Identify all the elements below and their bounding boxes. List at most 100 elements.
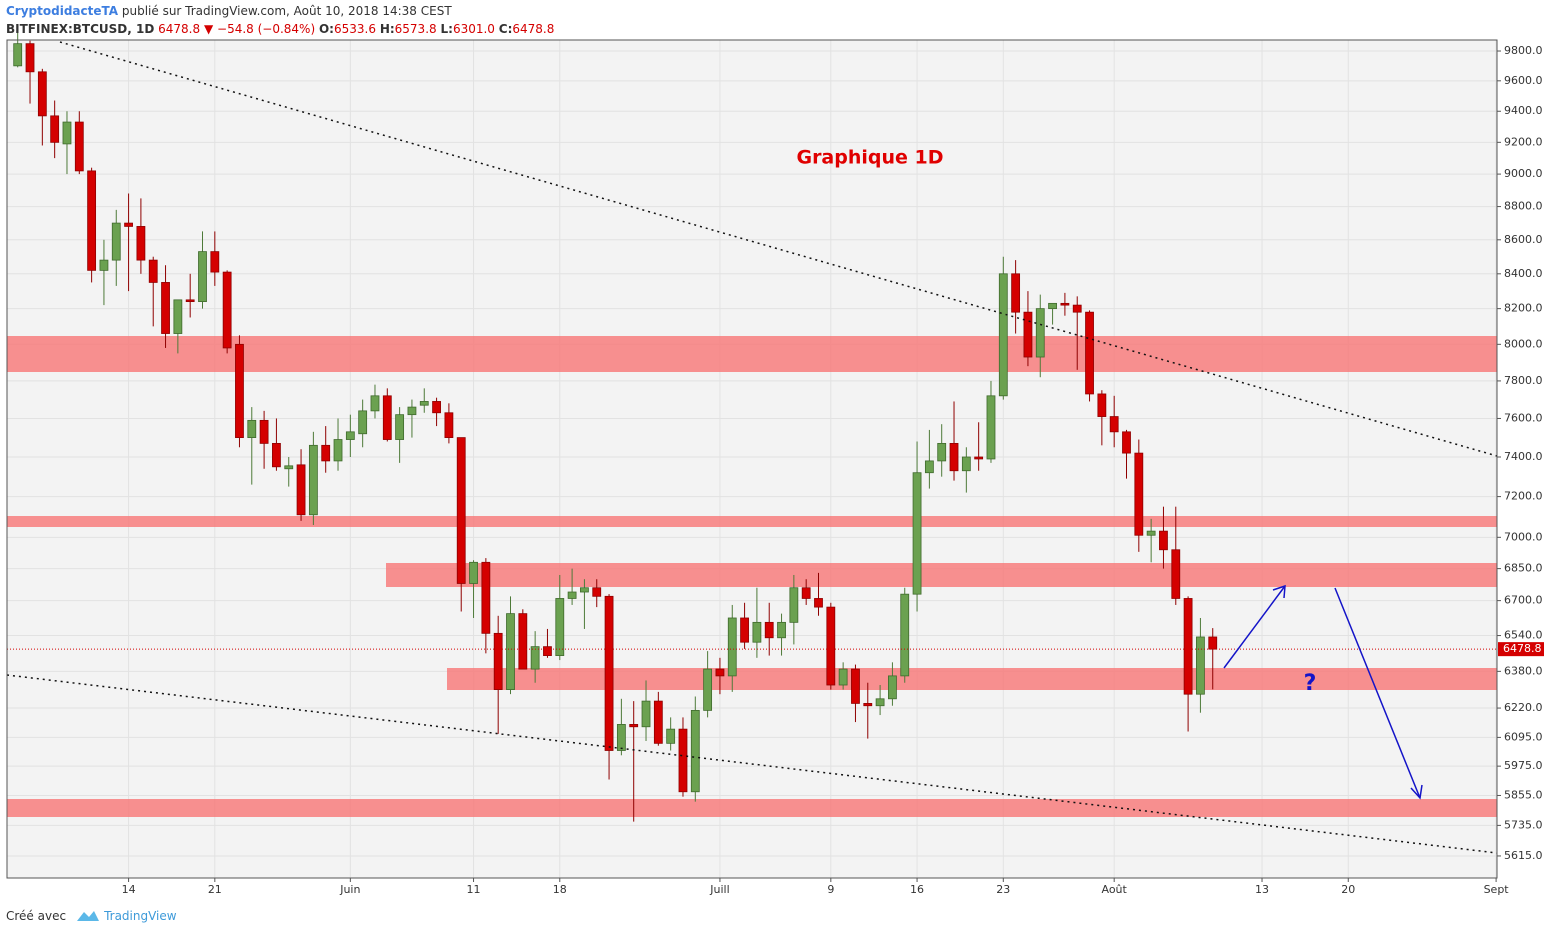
candle-body <box>715 668 725 677</box>
candle-body <box>727 617 737 677</box>
candle-body <box>974 456 984 460</box>
annotation-title: Graphique 1D <box>796 147 943 169</box>
candle-body <box>1035 308 1045 358</box>
candle-body <box>543 646 552 656</box>
candle-body <box>555 598 565 656</box>
candle-body <box>580 587 589 593</box>
candle-body <box>912 472 922 595</box>
y-tick-label: 7600.0 <box>1504 411 1543 424</box>
candle-body <box>37 71 47 117</box>
ohlc-label: L: <box>440 22 453 36</box>
x-tick-label: 9 <box>827 883 834 896</box>
ohlc-label: C: <box>498 22 513 36</box>
candle-body <box>235 343 244 439</box>
x-tick-label: 20 <box>1341 883 1355 896</box>
candle-body <box>345 431 355 440</box>
candle-body <box>1048 302 1057 310</box>
y-tick-label: 6380.0 <box>1504 664 1543 677</box>
candle-body <box>924 460 934 474</box>
y-tick-label: 5975.0 <box>1504 759 1543 772</box>
x-tick-label: 21 <box>208 883 222 896</box>
candle-body <box>641 700 651 728</box>
author[interactable]: CryptodidacteTA <box>6 4 119 18</box>
y-tick-label: 9400.0 <box>1504 104 1543 117</box>
y-tick-label: 9000.0 <box>1504 167 1543 180</box>
y-tick-label: 8400.0 <box>1504 267 1543 280</box>
y-tick-label: 9600.0 <box>1504 74 1543 87</box>
candle-body <box>161 282 170 334</box>
y-tick-label: 7000.0 <box>1504 530 1543 543</box>
candle-body <box>111 222 121 261</box>
header-line-2: BITFINEX:BTCUSD, 1D 6478.8 ▼ −54.8 (−0.8… <box>6 22 554 36</box>
candle-body <box>826 606 836 686</box>
candle-body <box>777 621 786 639</box>
y-tick-label: 5735.0 <box>1504 818 1543 831</box>
y-tick-label: 5855.0 <box>1504 788 1543 801</box>
ohlc-label: H: <box>379 22 395 36</box>
y-tick-label: 6700.0 <box>1504 594 1543 607</box>
resistance-zone <box>386 563 1497 587</box>
candle-body <box>87 170 97 271</box>
candle-body <box>1196 636 1205 695</box>
x-tick-label: 18 <box>553 883 567 896</box>
candle-body <box>284 465 294 470</box>
candle-body <box>1060 302 1070 306</box>
candle-body <box>937 442 947 462</box>
candle-body <box>419 401 429 406</box>
x-tick-label: 23 <box>996 883 1010 896</box>
symbol: BITFINEX:BTCUSD, 1D <box>6 22 155 36</box>
y-tick-label: 8600.0 <box>1504 233 1543 246</box>
y-tick-label: 6220.0 <box>1504 701 1543 714</box>
candle-body <box>752 621 762 643</box>
grid <box>7 40 1497 878</box>
candle-body <box>173 299 183 334</box>
candle-body <box>136 226 146 261</box>
candle-body <box>1109 416 1119 433</box>
candle-body <box>198 251 207 303</box>
candle-body <box>1171 549 1181 599</box>
candle-body <box>185 299 195 303</box>
arrow-head <box>1410 784 1423 800</box>
candle-body <box>432 401 441 414</box>
candle-body <box>998 273 1008 397</box>
resistance-zone <box>7 516 1497 527</box>
ohlc-value: 6478.8 <box>512 22 555 36</box>
candle-body <box>690 709 700 793</box>
y-tick-label: 9200.0 <box>1504 135 1543 148</box>
y-tick-label: 8200.0 <box>1504 302 1543 315</box>
candle-body <box>395 414 405 440</box>
change: −54.8 (−0.84%) <box>217 22 316 36</box>
x-tick-label: 11 <box>467 883 481 896</box>
plot-area <box>7 40 1497 878</box>
candle-body <box>1159 530 1168 551</box>
y-tick-label: 8000.0 <box>1504 337 1543 350</box>
plot-frame <box>6 39 1498 879</box>
candle-body <box>469 561 478 584</box>
change-arrow: ▼ <box>203 22 214 36</box>
candle-body <box>259 419 269 444</box>
candle-body <box>629 724 639 728</box>
resistance-zone <box>7 336 1497 372</box>
footer-brand[interactable]: TradingView <box>104 909 177 923</box>
ohlc-value: 6573.8 <box>394 22 437 36</box>
candle-body <box>407 406 417 416</box>
footer-text: Créé avec <box>6 909 67 923</box>
axes: 9800.0 9600.0 9400.0 9200.0 9000.0 8800.0 8600… <box>122 44 1544 896</box>
y-tick-label: 7800.0 <box>1504 374 1543 387</box>
candle-body <box>321 444 331 462</box>
logo-shape <box>77 911 100 921</box>
y-tick-label: 6095.0 <box>1504 730 1543 743</box>
candle-body <box>789 587 799 623</box>
candle-body <box>863 703 873 707</box>
candle-body <box>99 259 109 271</box>
last-price-label: 6478.8 <box>1503 642 1542 655</box>
x-tick-label: Août <box>1102 883 1128 896</box>
arrows <box>1223 584 1423 800</box>
arrow <box>1334 587 1421 799</box>
y-tick-label: 6850.0 <box>1504 562 1543 575</box>
candle-body <box>949 442 959 472</box>
candle-body <box>493 632 503 690</box>
candle-body <box>875 698 885 707</box>
candle-body <box>900 593 910 677</box>
